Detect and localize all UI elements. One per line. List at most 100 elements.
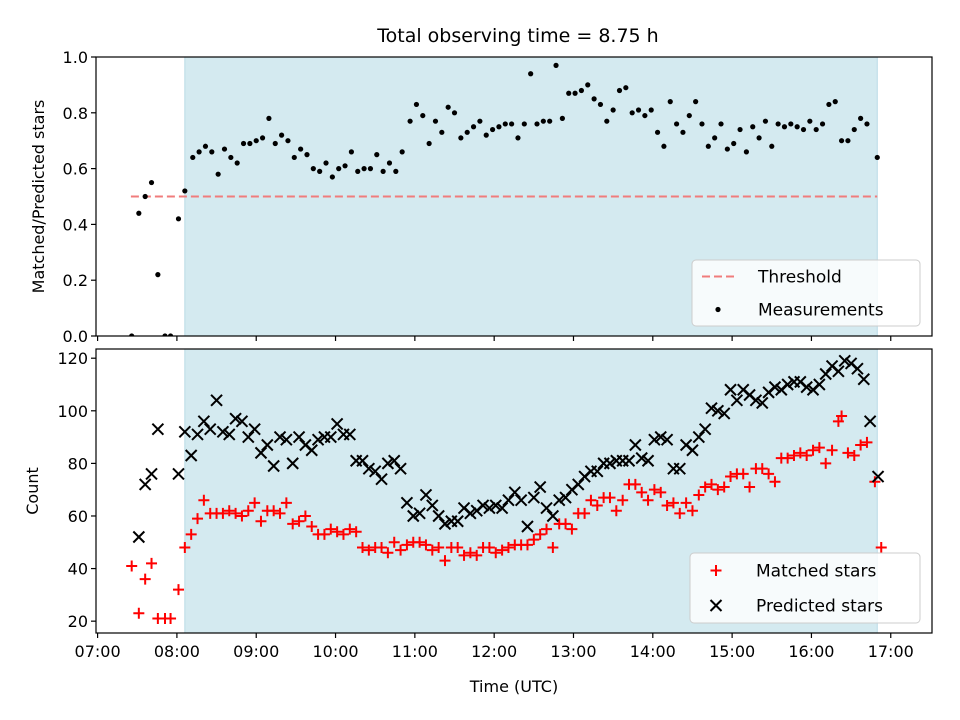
predicted-stars-point	[362, 462, 376, 475]
measurements-point	[470, 124, 477, 130]
x-tick-label: 08:00	[154, 642, 200, 661]
predicted-stars-point	[546, 509, 560, 523]
measurements-point	[291, 154, 297, 161]
measurements-point	[845, 138, 851, 144]
y-axis-label: Count	[23, 467, 42, 515]
matched-stars-point	[585, 494, 597, 506]
measurements-point	[247, 140, 253, 147]
predicted-stars-point	[698, 422, 712, 436]
legend-label: Predicted stars	[756, 597, 883, 617]
measurements-point	[502, 121, 508, 127]
measurements-point	[167, 333, 174, 336]
matched-stars-point	[836, 410, 848, 422]
measurements-point	[616, 87, 623, 94]
measurements-point	[578, 87, 585, 94]
matched-stars-point	[655, 486, 667, 498]
measurements-point	[439, 129, 445, 135]
measurements-point	[196, 149, 202, 155]
measurements-point	[851, 126, 857, 133]
measurements-point	[718, 121, 724, 127]
predicted-stars-point	[572, 478, 585, 491]
predicted-stars-point	[132, 530, 146, 544]
measurements-point	[407, 118, 413, 124]
predicted-stars-point	[138, 478, 152, 491]
measurements-point	[705, 143, 711, 149]
series-predicted-stars	[132, 354, 885, 544]
measurements-point	[190, 154, 196, 161]
predicted-stars-point	[356, 454, 369, 467]
bottom-panel: 07:00 08:00 09:00 10:00 11:00 12:00 13:00 14:00…	[23, 348, 933, 696]
matched-stars-point	[236, 510, 248, 522]
matched-stars-point	[414, 536, 426, 548]
predicted-stars-point	[451, 515, 464, 528]
matched-stars-point	[642, 494, 654, 506]
predicted-stars-point	[204, 422, 217, 436]
legend-matched-stars-swatch	[710, 565, 722, 576]
predicted-stars-point	[521, 520, 534, 533]
matched-stars-point	[869, 476, 881, 488]
predicted-stars-point	[692, 430, 706, 444]
x-tick-label: 13:00	[550, 642, 596, 661]
matched-stars-point	[566, 523, 578, 535]
legend-box	[691, 259, 921, 327]
matched-stars-point	[712, 484, 724, 496]
y-tick-label: 0.0	[63, 327, 88, 346]
y-tick-label: 1.0	[63, 48, 88, 67]
predicted-stars-point	[432, 509, 445, 523]
predicted-stars-point	[311, 433, 325, 446]
predicted-stars-point	[145, 467, 158, 481]
matched-stars-point	[280, 497, 292, 509]
measurements-point	[374, 152, 380, 158]
measurements-point	[393, 168, 399, 174]
plot-area	[129, 62, 880, 336]
measurements-point	[661, 143, 667, 149]
measurements-point	[807, 118, 813, 124]
measurements-point	[680, 129, 686, 135]
predicted-stars-point	[508, 486, 522, 499]
measurements-point	[317, 168, 323, 174]
matched-stars-point	[496, 544, 508, 556]
measurements-point	[737, 126, 743, 133]
measurements-point	[175, 216, 182, 222]
measurements-point	[464, 129, 470, 135]
matched-stars-point	[306, 521, 318, 532]
measurements-point	[864, 121, 870, 127]
predicted-stars-point	[553, 493, 566, 507]
matched-stars-point	[502, 542, 514, 554]
measurements-point	[769, 143, 775, 149]
matched-stars-point	[139, 573, 151, 585]
y-tick-label: 0.4	[63, 215, 88, 234]
predicted-stars-point	[857, 373, 870, 386]
matched-stars-point	[718, 481, 730, 493]
matched-stars-point	[433, 542, 445, 554]
y-axis-label: Matched/Predicted stars	[29, 100, 48, 294]
matched-stars-point	[855, 439, 867, 451]
x-tick-label: 10:00	[312, 642, 358, 661]
measurements-point	[234, 160, 240, 166]
x-tick-label: 11:00	[392, 642, 438, 661]
predicted-stars-point	[648, 433, 661, 446]
matched-stars-point	[420, 539, 432, 551]
measurements-point	[483, 132, 489, 138]
matched-stars-point	[318, 528, 330, 540]
measurements-point	[215, 171, 221, 177]
measurements-point	[585, 82, 591, 88]
matched-stars-point	[439, 555, 451, 567]
measurements-point	[342, 163, 348, 169]
predicted-stars-point	[622, 454, 636, 467]
measurements-point	[597, 101, 604, 108]
matched-stars-point	[807, 444, 819, 456]
measurements-point	[591, 96, 597, 102]
measurements-point	[304, 152, 310, 158]
matched-stars-point	[458, 549, 470, 561]
matched-stars-point	[382, 547, 394, 559]
measurements-point	[259, 135, 266, 141]
measurements-point	[604, 118, 610, 124]
predicted-stars-point	[324, 430, 337, 444]
measurements-point	[266, 115, 272, 121]
matched-stars-point	[325, 523, 337, 535]
matched-stars-point	[705, 478, 717, 490]
matched-stars-point	[826, 444, 838, 456]
y-tick-label: 120	[57, 349, 88, 368]
predicted-stars-point	[514, 493, 528, 507]
